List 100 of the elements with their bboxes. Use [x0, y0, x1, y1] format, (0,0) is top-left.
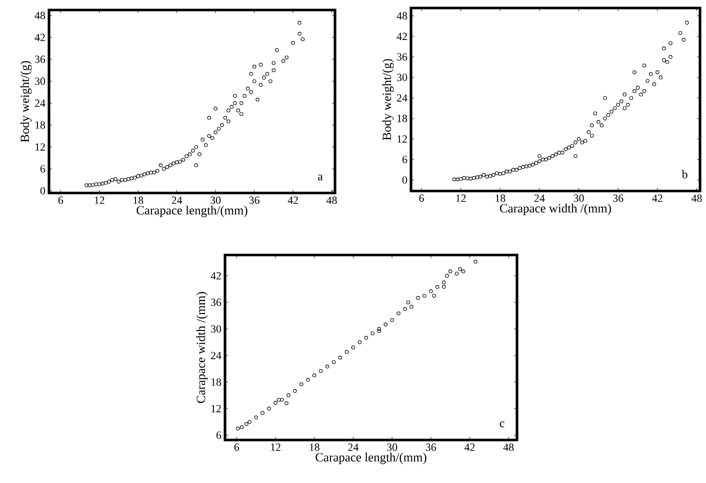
point [351, 346, 356, 350]
point [377, 329, 381, 334]
x-tick-label: 48 [503, 444, 514, 451]
point [254, 416, 258, 420]
point [390, 318, 394, 322]
point [442, 284, 446, 289]
x-tick-label: 18 [310, 444, 320, 451]
point [406, 300, 410, 304]
x-tick-label: 24 [172, 196, 182, 204]
point [461, 269, 466, 274]
y-tick-label: 48 [34, 12, 46, 20]
y-tick-label: 36 [211, 298, 222, 306]
point [422, 294, 426, 298]
point [454, 272, 459, 276]
y-axis-title: Body weight/(g) [382, 59, 394, 140]
y-tick-label: 6 [216, 431, 222, 439]
annotation: a [318, 174, 323, 180]
x-tick-label: 6 [58, 196, 64, 204]
y-tick-label: 42 [210, 272, 221, 280]
point [276, 398, 281, 402]
y-tick-label: 42 [34, 34, 45, 42]
y-tick-label: 30 [397, 74, 408, 82]
point [428, 289, 433, 294]
point [293, 388, 297, 393]
x-axis-title: Carapace length/(mm) [316, 452, 426, 464]
y-tick-label: 36 [35, 56, 46, 63]
x-tick-label: 18 [134, 196, 144, 204]
x-axis-title: Carapace length/(mm) [136, 206, 248, 218]
y-tick-label: 30 [35, 78, 46, 85]
x-axis-title: Carapace width /(mm) [500, 204, 611, 216]
point [474, 260, 478, 264]
y-tick-label: 18 [211, 378, 222, 386]
x-tick-label: 42 [288, 196, 298, 204]
point [445, 274, 449, 278]
x-tick-label: 6 [234, 444, 240, 451]
x-tick-label: 18 [496, 194, 506, 202]
annotation: c [500, 421, 504, 428]
y-axis-title: Body weight/(g) [20, 61, 32, 142]
point [300, 382, 304, 386]
y-tick-label: 6 [402, 156, 408, 164]
point [312, 373, 316, 378]
y-tick-label: 0 [402, 176, 408, 184]
x-tick-label: 48 [691, 194, 702, 202]
x-tick-label: 24 [534, 194, 545, 202]
point [332, 360, 336, 364]
y-tick-label: 24 [35, 100, 46, 107]
point [377, 327, 381, 331]
point [448, 269, 452, 274]
point [458, 267, 462, 272]
x-tick-label: 12 [94, 196, 104, 204]
point [435, 284, 440, 289]
x-tick-label: 42 [464, 444, 475, 451]
point [370, 331, 375, 336]
x-tick-label: 30 [574, 194, 584, 202]
point [286, 393, 290, 398]
y-axis-title: Carapace width /(mm) [196, 292, 208, 403]
y-tick-label: 18 [397, 114, 408, 122]
point [280, 398, 284, 402]
x-tick-label: 36 [249, 196, 260, 204]
point [274, 400, 278, 405]
point [410, 304, 414, 309]
y-tick-label: 42 [396, 32, 407, 40]
y-tick-label: 24 [211, 352, 222, 360]
point [240, 425, 244, 430]
point [244, 422, 248, 426]
point [344, 350, 349, 354]
point [432, 294, 436, 298]
y-tick-label: 24 [397, 94, 408, 102]
y-tick-label: 12 [35, 143, 45, 151]
point [306, 378, 310, 382]
y-tick-label: 0 [40, 187, 46, 195]
point [416, 296, 420, 300]
y-tick-label: 6 [40, 165, 46, 173]
point [338, 356, 342, 360]
point [396, 312, 400, 316]
point [358, 340, 362, 344]
point [364, 336, 368, 340]
x-tick-label: 36 [613, 194, 624, 202]
x-tick-label: 42 [652, 194, 662, 202]
point [284, 401, 288, 406]
y-tick-label: 48 [396, 12, 408, 20]
x-tick-label: 12 [456, 194, 466, 202]
point [442, 280, 446, 284]
y-tick-label: 36 [397, 53, 408, 61]
x-tick-label: 48 [326, 196, 337, 204]
point [384, 322, 388, 326]
y-tick-label: 12 [211, 404, 221, 412]
point [325, 364, 330, 368]
y-tick-label: 18 [35, 121, 46, 129]
x-tick-label: 12 [270, 444, 280, 451]
x-tick-label: 30 [387, 444, 398, 451]
point [267, 406, 271, 410]
point [260, 411, 264, 415]
point [403, 307, 407, 311]
point [248, 420, 252, 424]
point [318, 369, 323, 373]
annotation: b [682, 170, 688, 178]
point [236, 426, 240, 430]
x-tick-label: 24 [348, 444, 359, 451]
x-tick-label: 6 [419, 194, 424, 202]
